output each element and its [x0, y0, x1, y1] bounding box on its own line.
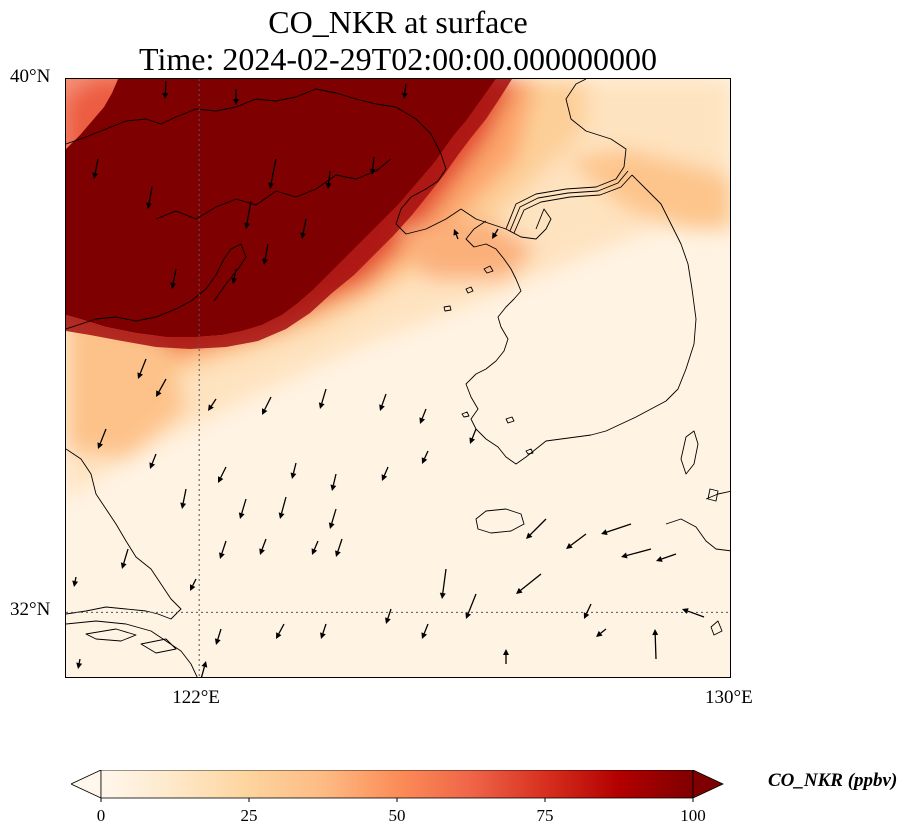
wind-arrow	[92, 158, 99, 179]
colorbar-tick-label: 75	[536, 806, 554, 825]
gridlines	[66, 79, 730, 677]
coastlines	[66, 79, 730, 677]
wind-arrow	[318, 388, 327, 409]
wind-arrow	[170, 268, 177, 289]
wind-arrow	[421, 450, 429, 464]
wind-arrow	[330, 473, 337, 491]
wind-arrow	[200, 661, 208, 677]
colorbar-tick-label: 25	[240, 806, 258, 825]
wind-arrow	[492, 228, 499, 239]
wind-arrow	[526, 518, 547, 539]
colorbar-label: CO_NKR (ppbv)	[768, 770, 898, 791]
wind-arrow	[162, 80, 169, 99]
wind-arrow	[238, 498, 247, 519]
wind-arrow	[385, 608, 392, 624]
wind-arrow	[120, 548, 129, 569]
lon-tick-label: 122°E	[172, 687, 220, 708]
wind-arrow	[278, 496, 287, 519]
wind-arrow	[208, 398, 217, 411]
wind-arrow	[682, 608, 705, 618]
wind-arrow	[596, 628, 607, 637]
wind-arrow	[419, 408, 427, 424]
wind-arrow	[320, 623, 327, 639]
wind-arrow	[652, 629, 659, 660]
wind-arrow	[379, 393, 387, 411]
wind-arrow	[244, 200, 252, 229]
wind-arrow	[656, 553, 677, 562]
lat-tick-label: 32°N	[10, 599, 51, 621]
wind-arrow	[97, 428, 107, 449]
wind-arrow	[621, 548, 652, 559]
wind-arrow	[156, 378, 167, 397]
wind-arrow	[381, 466, 389, 481]
high-concentration-area	[66, 79, 496, 337]
wind-arrow	[401, 83, 408, 99]
wind-arrow	[503, 649, 509, 664]
wind-arrow	[583, 603, 592, 619]
lat-tick-label: 40°N	[10, 66, 51, 87]
wind-arrow	[311, 540, 319, 555]
wind-arrow	[262, 243, 269, 265]
wind-arrow	[469, 428, 477, 444]
wind-arrow	[421, 623, 429, 639]
wind-vectors	[72, 80, 705, 677]
concentration-field	[66, 79, 730, 677]
wind-arrow	[268, 158, 277, 189]
map-title: CO_NKR at surface	[268, 4, 528, 40]
colorbar-tick-label: 100	[680, 806, 706, 825]
wind-arrow	[601, 523, 632, 535]
wind-arrow	[190, 578, 197, 591]
wind-arrow	[453, 229, 460, 240]
map-subtitle-time: Time: 2024-02-29T02:00:00.000000000	[139, 41, 657, 77]
map-panel	[65, 78, 731, 678]
wind-arrow	[146, 186, 153, 209]
colorbar-min-extend	[71, 770, 102, 799]
wind-arrow	[465, 593, 477, 619]
lon-tick-label: 130°E	[705, 687, 753, 708]
wind-arrow	[325, 170, 332, 189]
wind-arrow	[328, 508, 337, 529]
wind-arrow	[233, 89, 239, 105]
wind-arrow	[516, 573, 542, 594]
wind-arrow	[72, 576, 79, 587]
colorbar	[71, 770, 724, 802]
wind-arrow	[214, 628, 222, 645]
map-canvas	[66, 79, 730, 677]
wind-arrow	[276, 623, 285, 639]
wind-arrow	[262, 396, 272, 415]
colorbar-max-extend	[692, 770, 724, 799]
colorbar-tick-label: 0	[96, 806, 106, 825]
wind-arrow	[149, 453, 157, 469]
wind-arrow	[439, 568, 447, 599]
wind-arrow	[300, 218, 307, 239]
wind-arrow	[290, 462, 297, 479]
colorbar-gradient	[100, 770, 694, 799]
wind-arrow	[137, 358, 147, 379]
wind-arrow	[566, 533, 587, 549]
wind-arrow	[218, 466, 227, 483]
wind-arrow	[369, 156, 376, 175]
wind-arrow	[219, 540, 227, 559]
wind-arrow	[231, 268, 238, 284]
wind-arrow	[335, 538, 343, 557]
wind-arrow	[259, 538, 267, 555]
wind-arrow	[76, 658, 83, 669]
wind-arrow	[180, 488, 187, 509]
colorbar-tick-label: 50	[388, 806, 406, 825]
